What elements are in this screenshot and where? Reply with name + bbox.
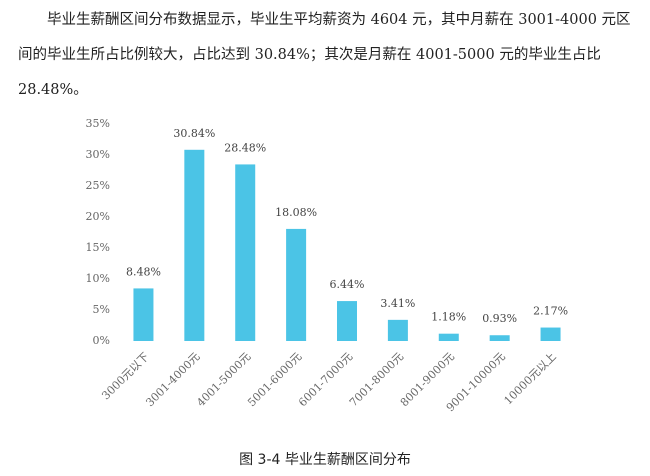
paragraph: 毕业生薪酬区间分布数据显示，毕业生平均薪资为 4604 元，其中月薪在 3001…: [18, 12, 631, 98]
data-label: 18.08%: [275, 206, 317, 219]
y-tick-label: 30%: [86, 148, 110, 161]
bar: [438, 333, 459, 341]
data-label: 0.93%: [482, 312, 517, 325]
figure-caption: 图 3-4 毕业生薪酬区间分布: [239, 452, 411, 468]
y-tick-label: 20%: [86, 210, 110, 223]
y-tick-label: 35%: [86, 117, 110, 130]
data-label: 6.44%: [330, 278, 365, 291]
y-tick-label: 15%: [86, 241, 110, 254]
y-tick-label: 5%: [93, 303, 110, 316]
data-label: 1.18%: [431, 311, 466, 324]
y-tick-label: 0%: [93, 334, 110, 347]
x-tick-label: 10000元以上: [502, 350, 559, 407]
bar: [235, 164, 256, 341]
bar: [184, 149, 205, 341]
data-label: 2.17%: [533, 305, 568, 318]
bar: [286, 228, 307, 341]
bar: [133, 288, 154, 341]
bar: [489, 335, 510, 341]
data-label: 8.48%: [126, 265, 161, 278]
x-tick-label: 3000元以下: [99, 350, 151, 402]
data-label: 30.84%: [173, 127, 215, 140]
y-tick-label: 25%: [86, 179, 110, 192]
bar: [540, 327, 561, 341]
y-tick-label: 10%: [86, 272, 110, 285]
data-label: 28.48%: [224, 141, 266, 154]
bar: [387, 319, 408, 341]
bar: [337, 301, 357, 341]
data-label: 3.41%: [380, 297, 415, 310]
